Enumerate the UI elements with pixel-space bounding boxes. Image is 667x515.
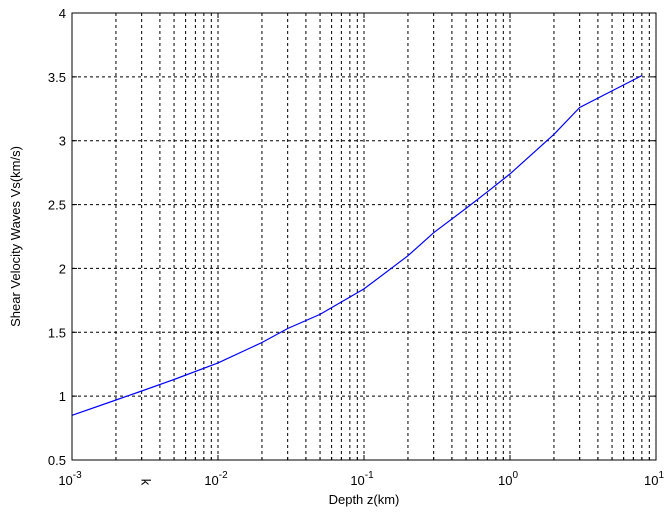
series-layer (71, 75, 643, 416)
x-tick-label: 100 (498, 470, 518, 488)
x-axis-title: Depth z(km) (329, 492, 400, 507)
y-tick-label: 1 (59, 389, 66, 404)
x-tick-label-exponent: 1 (658, 470, 664, 481)
y-tick-label: 2 (59, 261, 66, 276)
y-tick-label: 2.5 (48, 198, 66, 213)
annotation-k-label: k (139, 479, 154, 486)
x-tick-label: 10-3 (58, 470, 82, 488)
y-tick-label: 0.5 (48, 453, 66, 468)
series-line (71, 75, 643, 416)
x-tick-label: 10-2 (204, 470, 228, 488)
y-tick-label: 3.5 (48, 70, 66, 85)
x-tick-label-exponent: 0 (512, 470, 518, 481)
x-tick-label-base: 10 (350, 473, 364, 488)
y-tick-label: 3 (59, 134, 66, 149)
x-tick-label-exponent: -2 (219, 470, 228, 481)
x-tick-label-exponent: -3 (73, 470, 82, 481)
y-tick-label: 4 (59, 6, 66, 21)
x-tick-label: 101 (644, 470, 664, 488)
x-tick-label-base: 10 (644, 473, 658, 488)
x-tick-label-base: 10 (204, 473, 218, 488)
grid-layer (72, 13, 656, 460)
y-axis-title: Shear Velocity Waves Vs(km/s) (8, 146, 23, 327)
x-tick-label-base: 10 (58, 473, 72, 488)
x-tick-label-base: 10 (498, 473, 512, 488)
x-tick-label-exponent: -1 (365, 470, 374, 481)
y-tick-label: 1.5 (48, 325, 66, 340)
x-tick-label: 10-1 (350, 470, 374, 488)
